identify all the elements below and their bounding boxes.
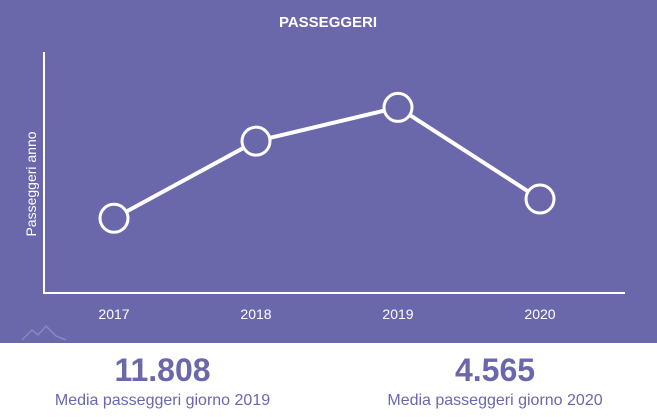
stat-2019-value: 11.808 xyxy=(114,352,211,388)
stat-2019-label: Media passeggeri giorno 2019 xyxy=(54,392,271,409)
chart-title: PASSEGGERI xyxy=(279,14,377,31)
data-point-2018[interactable] xyxy=(240,125,272,157)
stat-2019: 11.808 Media passeggeri giorno 2019 xyxy=(20,350,305,412)
x-tick-layer: 2017 2018 2019 2020 xyxy=(98,306,555,322)
data-point-2020[interactable] xyxy=(524,183,556,215)
series-layer xyxy=(98,91,556,234)
stat-2020-label: Media passeggeri giorno 2020 xyxy=(387,392,603,409)
data-point-2017[interactable] xyxy=(98,202,130,234)
y-axis-label: Passeggeri anno xyxy=(23,131,39,236)
data-point-2019[interactable] xyxy=(382,91,414,123)
x-tick-label-2020: 2020 xyxy=(524,306,555,322)
mountain-logo-icon xyxy=(21,324,67,341)
stat-2020: 4.565 Media passeggeri giorno 2020 xyxy=(355,350,635,412)
stat-2020-value: 4.565 xyxy=(454,352,536,388)
chart-panel: PASSEGGERI Passeggeri anno 2017 2018 2019 2… xyxy=(0,0,657,343)
x-tick-label-2017: 2017 xyxy=(98,306,129,322)
line-chart: PASSEGGERI Passeggeri anno 2017 2018 2019 2… xyxy=(23,14,625,322)
series-line xyxy=(113,105,542,221)
x-tick-label-2018: 2018 xyxy=(240,306,271,322)
x-tick-label-2019: 2019 xyxy=(382,306,413,322)
